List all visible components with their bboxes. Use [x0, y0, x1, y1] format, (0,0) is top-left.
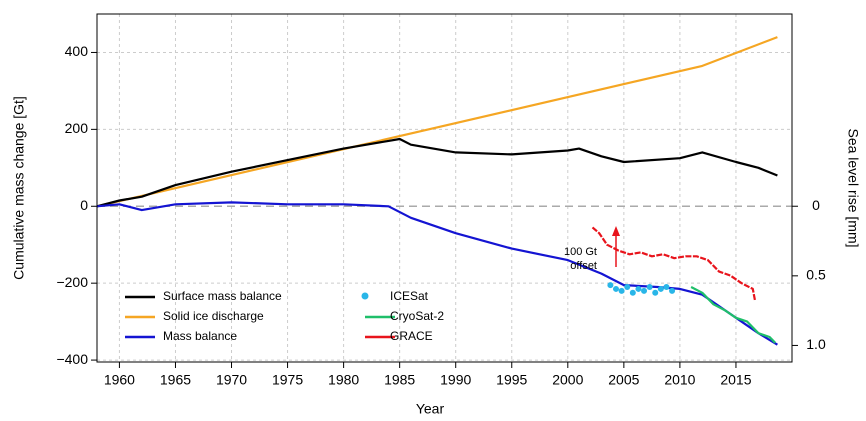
x-tick-label: 1965: [160, 372, 191, 388]
y-tick-label: 200: [65, 120, 89, 136]
x-tick-label: 1960: [104, 372, 135, 388]
annotation: 100 Gt offset: [564, 246, 597, 272]
x-tick-label: 1980: [328, 372, 359, 388]
scatter-point: [663, 284, 670, 291]
series-line: [96, 36, 778, 208]
legend-label: Mass balance: [163, 329, 237, 343]
y-tick-label: −400: [56, 351, 88, 367]
x-tick-label: 2010: [664, 372, 695, 388]
plot-frame: [96, 13, 793, 363]
x-tick-label: 2005: [608, 372, 639, 388]
annotation-arrowhead: [612, 226, 620, 236]
annotation-line: 100 Gt: [564, 246, 597, 258]
legend-label: Solid ice discharge: [163, 309, 264, 323]
scatter-point: [646, 284, 653, 291]
y2-tick-label: 1.0: [806, 336, 826, 352]
legend-label: CryoSat-2: [390, 309, 444, 323]
scatter-point: [652, 289, 659, 296]
series-line: [591, 226, 757, 301]
scatter-point: [641, 287, 648, 294]
x-tick-label: 1990: [440, 372, 471, 388]
scatter-point: [613, 285, 620, 292]
scatter-point: [618, 287, 625, 294]
y2-axis-label: Sea level rise [mm]: [845, 128, 861, 247]
scatter-point: [635, 285, 642, 292]
scatter-point: [629, 289, 636, 296]
series-line: [690, 286, 776, 344]
x-tick-label: 2000: [552, 372, 583, 388]
series-line: [96, 201, 778, 346]
x-tick-label: 1985: [384, 372, 415, 388]
x-tick-label: 1975: [272, 372, 303, 388]
x-tick-label: 1970: [216, 372, 247, 388]
legend-label: Surface mass balance: [163, 289, 282, 303]
legend-label: ICESat: [390, 289, 429, 303]
legend-marker: [361, 292, 369, 300]
legend-label: GRACE: [390, 329, 433, 343]
y-tick-label: 400: [65, 43, 89, 59]
y-axis-label: Cumulative mass change [Gt]: [11, 96, 27, 280]
x-axis-label: Year: [416, 401, 445, 417]
y-tick-label: 0: [80, 197, 88, 213]
x-tick-label: 1995: [496, 372, 527, 388]
scatter-point: [624, 284, 631, 291]
x-tick-label: 2015: [720, 372, 751, 388]
y2-tick-label: 0: [812, 197, 820, 213]
y-tick-label: −200: [56, 274, 88, 290]
annotation-line: offset: [570, 260, 597, 272]
scatter-point: [607, 282, 614, 289]
y2-tick-label: 0.5: [806, 267, 826, 283]
scatter-point: [657, 285, 664, 292]
scatter-point: [669, 287, 676, 294]
series-line: [96, 137, 778, 208]
